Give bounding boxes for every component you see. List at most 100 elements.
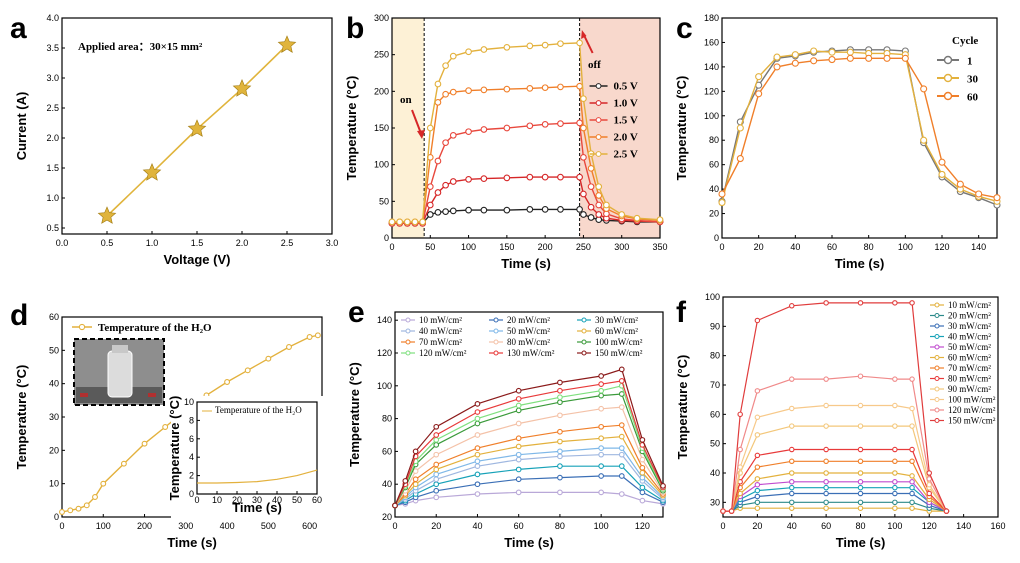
- data-point: [59, 509, 65, 515]
- data-point: [515, 407, 522, 414]
- x-tick-label: 0: [59, 521, 64, 531]
- x-tick-label: 10: [212, 495, 222, 505]
- data-point: [920, 85, 928, 93]
- data-point: [788, 423, 795, 429]
- data-point: [449, 131, 457, 139]
- data-point: [754, 487, 761, 494]
- data-point: [503, 174, 511, 182]
- data-point: [503, 85, 511, 93]
- data-point: [598, 473, 605, 479]
- data-point: [737, 411, 743, 418]
- legend-label: 2.0 V: [614, 132, 638, 144]
- legend-marker: [934, 313, 940, 318]
- x-tick-label: 50: [425, 242, 435, 252]
- legend-marker: [934, 386, 940, 392]
- data-point: [718, 199, 726, 207]
- data-point: [515, 466, 522, 473]
- data-point: [433, 494, 440, 501]
- data-point: [791, 51, 799, 59]
- inset-background: [171, 396, 323, 518]
- data-point: [474, 458, 481, 465]
- data-point: [754, 452, 761, 459]
- data-point: [754, 505, 761, 511]
- data-point: [598, 445, 605, 451]
- data-point: [595, 211, 603, 218]
- data-point: [720, 508, 726, 514]
- data-point: [791, 59, 799, 67]
- y-axis-label: Temperature (°C): [344, 76, 359, 181]
- data-point: [754, 432, 761, 438]
- data-point: [909, 300, 915, 306]
- data-point: [603, 201, 610, 209]
- data-point: [943, 508, 950, 514]
- legend-label: 60 mW/cm²: [948, 353, 991, 363]
- data-point: [788, 499, 795, 506]
- legend-marker: [934, 407, 940, 413]
- data-point: [433, 432, 440, 438]
- data-point: [993, 194, 1001, 202]
- chart-f: 0 20 40 60 80 100 120 140 16030405060708090100Ti…: [675, 292, 1006, 550]
- data-point: [754, 414, 761, 421]
- data-point: [449, 52, 457, 60]
- legend-marker: [934, 418, 940, 423]
- x-tick-label: 600: [302, 521, 317, 531]
- legend-marker: [595, 100, 602, 106]
- data-point: [587, 203, 595, 211]
- data-point: [526, 42, 534, 50]
- y-tick-label: 4.0: [46, 13, 59, 23]
- data-point: [754, 464, 761, 470]
- x-tick-label: 3.0: [326, 238, 339, 248]
- electrode-right: [148, 393, 156, 397]
- data-point: [909, 479, 915, 485]
- y-tick-label: 100: [377, 381, 392, 391]
- legend-label: 100 mW/cm²: [595, 337, 643, 347]
- legend-label: 120 mW/cm²: [419, 348, 467, 358]
- data-point: [618, 211, 626, 218]
- data-point: [474, 471, 481, 478]
- data-point: [433, 441, 440, 448]
- data-point: [434, 208, 442, 216]
- data-point: [576, 39, 583, 47]
- data-point: [857, 490, 864, 497]
- legend-label: 0.5 V: [614, 81, 638, 93]
- x-tick-label: 50: [292, 495, 302, 505]
- data-point: [286, 344, 292, 350]
- y-tick-label: 100: [374, 160, 389, 170]
- y-tick-label: 80: [710, 351, 720, 361]
- y-axis-label: Temperature (°C): [674, 76, 689, 181]
- data-point: [434, 80, 442, 88]
- chart-b: 0 50 100 150 200 250 300 350 0 50 100 150 200 250 300 T…: [344, 13, 668, 271]
- x-tick-label: 80: [864, 242, 874, 252]
- data-point: [474, 451, 481, 458]
- legend-marker: [934, 323, 940, 329]
- legend-label: 50 mW/cm²: [507, 326, 550, 336]
- x-tick-label: 0: [720, 521, 725, 531]
- x-tick-label: 80: [855, 521, 865, 531]
- x-tick-label: 60: [514, 521, 524, 531]
- data-point: [97, 206, 117, 224]
- x-tick-label: 100: [887, 521, 902, 531]
- data-point: [557, 40, 564, 48]
- x-tick-label: 0.5: [101, 238, 114, 248]
- data-point: [474, 463, 481, 470]
- annotation-off: off: [588, 59, 601, 71]
- data-point: [892, 470, 898, 476]
- x-tick-label: 150: [499, 242, 514, 252]
- data-point: [515, 456, 522, 463]
- data-point: [412, 468, 419, 474]
- data-point: [402, 478, 409, 484]
- data-point: [465, 128, 472, 136]
- x-tick-label: 2.5: [281, 238, 294, 248]
- legend-label: 30: [967, 74, 979, 86]
- data-point: [449, 88, 457, 96]
- data-point: [892, 484, 898, 491]
- data-point: [639, 464, 646, 471]
- data-point: [892, 446, 898, 453]
- y-tick-label: 20: [49, 445, 59, 455]
- x-tick-label: 20: [754, 242, 764, 252]
- legend-marker: [493, 339, 499, 345]
- data-point: [618, 451, 625, 458]
- x-axis-label: Time (s): [504, 535, 554, 550]
- data-point: [541, 206, 549, 213]
